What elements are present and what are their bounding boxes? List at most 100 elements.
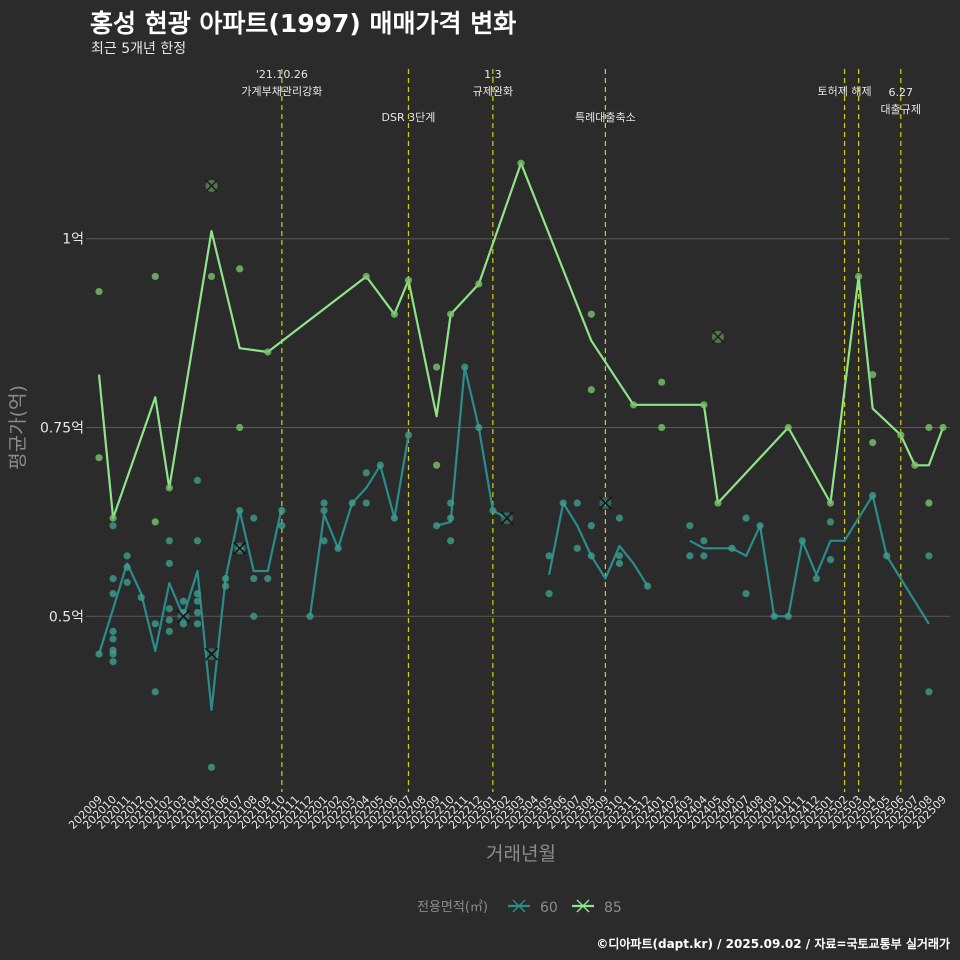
cross-marker-60 xyxy=(233,541,247,555)
data-point-85 xyxy=(869,371,877,379)
data-point-60 xyxy=(334,544,342,552)
data-point-60 xyxy=(433,522,441,530)
data-point-60 xyxy=(615,552,624,560)
data-point-85 xyxy=(165,484,173,492)
data-point-85 xyxy=(95,454,103,462)
data-point-60 xyxy=(165,537,173,545)
series-60-line xyxy=(436,366,508,527)
data-point-60 xyxy=(742,590,750,598)
data-point-85 xyxy=(826,499,835,507)
cross-marker-85 xyxy=(205,179,219,193)
data-point-60 xyxy=(165,605,173,613)
data-point-60 xyxy=(165,627,173,636)
data-point-60 xyxy=(109,627,117,636)
legend-item-60: 60 xyxy=(508,899,558,916)
data-point-60 xyxy=(222,574,230,583)
legend-label: 60 xyxy=(540,900,558,916)
data-point-60 xyxy=(165,559,173,568)
event-label: 토허제 해제 xyxy=(817,84,871,98)
data-point-60 xyxy=(489,506,497,515)
data-point-85 xyxy=(362,272,370,281)
event-label: 6.27 xyxy=(889,86,914,99)
data-point-60 xyxy=(404,431,413,439)
data-point-85 xyxy=(390,310,398,318)
source-footer: ©디아파트(dapt.kr) / 2025.09.02 / 자료=국토교통부 실… xyxy=(596,937,950,951)
cross-marker-x xyxy=(176,609,190,623)
legend: 전용면적(㎡) 60 85 xyxy=(417,899,622,916)
series-60 xyxy=(95,363,933,771)
data-point-60 xyxy=(179,620,187,628)
data-point-85 xyxy=(939,423,947,432)
event-label: 대출규제 xyxy=(881,103,921,116)
data-point-60 xyxy=(756,522,764,530)
data-point-60 xyxy=(193,608,202,617)
cross-marker-60 xyxy=(598,496,612,510)
cross-marker-60 xyxy=(500,511,514,525)
data-point-60 xyxy=(123,552,131,560)
data-point-60 xyxy=(545,552,553,560)
data-point-60 xyxy=(573,544,581,552)
data-point-60 xyxy=(278,522,286,530)
data-point-60 xyxy=(250,574,258,583)
data-point-85 xyxy=(151,272,159,281)
data-point-85 xyxy=(236,265,244,273)
data-point-85 xyxy=(475,280,483,288)
data-point-60 xyxy=(109,590,117,598)
data-point-60 xyxy=(812,574,821,583)
data-point-60 xyxy=(137,593,145,602)
data-point-60 xyxy=(320,506,328,515)
y-axis-title: 평균가(억) xyxy=(7,385,29,470)
y-tick-label: 1억 xyxy=(62,232,84,248)
x-axis-title: 거래년월 xyxy=(486,843,556,865)
event-label: 규제완화 xyxy=(473,85,513,98)
data-point-60 xyxy=(109,650,117,658)
data-point-60 xyxy=(109,635,117,643)
data-point-60 xyxy=(151,620,159,628)
data-point-60 xyxy=(306,612,314,620)
data-point-60 xyxy=(193,537,202,545)
data-point-60 xyxy=(348,499,356,507)
data-point-60 xyxy=(320,499,328,507)
data-point-60 xyxy=(362,469,370,477)
data-point-85 xyxy=(433,461,441,469)
data-point-60 xyxy=(869,491,877,500)
data-point-60 xyxy=(278,506,286,515)
event-label: 특례대출축소 xyxy=(575,111,636,124)
data-point-85 xyxy=(404,276,413,284)
data-point-85 xyxy=(447,310,455,318)
chart-title: 홍성 현광 아파트(1997) 매매가격 변화 xyxy=(90,9,517,38)
data-point-60 xyxy=(362,499,370,507)
event-label: 가계부채관리강화 xyxy=(241,85,322,98)
data-point-60 xyxy=(264,574,272,583)
data-point-60 xyxy=(559,499,567,507)
data-point-60 xyxy=(587,522,595,530)
data-point-60 xyxy=(236,506,244,515)
series-60-line xyxy=(97,506,283,712)
data-point-60 xyxy=(883,552,891,560)
data-point-60 xyxy=(109,574,117,583)
data-point-60 xyxy=(545,590,553,598)
cross-marker-60 xyxy=(205,647,219,661)
data-point-60 xyxy=(587,552,595,560)
data-point-60 xyxy=(109,658,117,666)
data-point-60 xyxy=(193,620,202,628)
data-point-85 xyxy=(207,272,216,281)
data-point-85 xyxy=(264,348,272,356)
data-point-60 xyxy=(390,514,398,522)
data-point-60 xyxy=(573,499,581,507)
series-85-line xyxy=(97,162,945,520)
legend-label: 85 xyxy=(604,900,622,916)
data-point-60 xyxy=(770,612,778,620)
chart-subtitle: 최근 5개년 한정 xyxy=(91,41,187,57)
data-point-85 xyxy=(236,423,244,432)
data-point-85 xyxy=(911,461,919,469)
data-point-60 xyxy=(151,688,159,696)
data-point-60 xyxy=(250,612,258,620)
legend-title: 전용면적(㎡) xyxy=(417,900,488,915)
data-point-60 xyxy=(615,514,624,522)
cross-marker-x xyxy=(233,541,247,555)
data-point-60 xyxy=(193,597,202,605)
data-point-60 xyxy=(109,522,117,530)
cross-marker-x xyxy=(598,496,612,510)
